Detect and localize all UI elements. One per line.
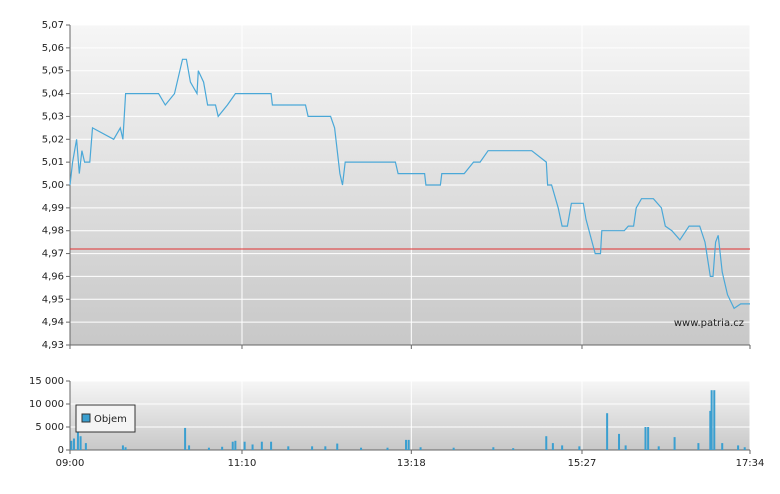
volume-bar <box>743 447 746 450</box>
x-tick-label: 09:00 <box>56 458 85 469</box>
x-tick-label: 15:27 <box>568 458 597 469</box>
legend-label: Objem <box>94 414 127 425</box>
y-tick-label: 5,06 <box>42 43 64 54</box>
volume-bar <box>545 436 548 450</box>
y-tick-label: 10 000 <box>29 399 64 410</box>
volume-bar <box>710 390 713 450</box>
x-tick-label: 17:34 <box>736 458 765 469</box>
y-tick-label: 4,97 <box>42 249 64 260</box>
volume-bar <box>221 446 224 450</box>
y-tick-label: 4,98 <box>42 226 64 237</box>
volume-bar <box>721 443 724 450</box>
volume-bar <box>578 446 581 450</box>
volume-bar <box>606 413 609 450</box>
y-tick-label: 4,96 <box>42 271 64 282</box>
volume-bar <box>231 441 234 450</box>
y-tick-label: 4,95 <box>42 294 64 305</box>
volume-bar <box>260 441 263 450</box>
volume-bar <box>713 390 716 450</box>
volume-bar <box>624 445 627 450</box>
volume-bar <box>407 439 410 450</box>
volume-bar <box>270 441 273 450</box>
volume-bar <box>419 447 422 450</box>
y-tick-label: 4,93 <box>42 340 64 351</box>
volume-bar <box>709 410 712 450</box>
volume-bar <box>121 445 124 450</box>
volume-bar <box>492 447 495 450</box>
volume-bar <box>386 447 389 450</box>
y-tick-label: 5,07 <box>42 20 64 31</box>
volume-bar <box>207 447 210 450</box>
legend-swatch <box>81 413 91 423</box>
y-tick-label: 5,05 <box>42 66 64 77</box>
volume-bar <box>124 447 127 450</box>
legend: Objem <box>75 404 136 433</box>
y-tick-label: 5,03 <box>42 111 64 122</box>
volume-bar <box>647 427 650 450</box>
price-line <box>69 58 750 310</box>
y-tick-label: 15 000 <box>29 376 64 387</box>
x-tick-label: 13:18 <box>397 458 426 469</box>
volume-bar <box>243 441 246 450</box>
volume-bar <box>184 427 187 450</box>
volume-bar <box>234 440 237 450</box>
y-tick-label: 5,04 <box>42 89 64 100</box>
volume-bar <box>697 443 700 450</box>
y-tick-label: 5,00 <box>42 180 64 191</box>
y-tick-label: 5,01 <box>42 157 64 168</box>
y-tick-label: 4,94 <box>42 317 64 328</box>
volume-bar <box>287 446 290 450</box>
volume-bar <box>405 439 408 450</box>
y-tick-label: 5,02 <box>42 134 64 145</box>
volume-bar <box>70 440 73 450</box>
volume-bar <box>618 433 621 450</box>
y-tick-label: 5 000 <box>35 422 64 433</box>
volume-bar <box>737 445 740 450</box>
volume-bar <box>251 444 254 450</box>
volume-bar <box>84 443 87 450</box>
volume-bar <box>360 447 363 450</box>
volume-bar <box>188 445 191 450</box>
y-tick-label: 0 <box>58 445 64 456</box>
volume-bar <box>324 446 327 450</box>
volume-bar <box>452 447 455 450</box>
volume-bar <box>79 436 82 450</box>
volume-bar <box>512 448 515 450</box>
x-tick-label: 11:10 <box>228 458 257 469</box>
volume-bar <box>644 427 647 450</box>
volume-bar <box>311 446 314 450</box>
volume-bar <box>336 443 339 450</box>
volume-panel <box>70 381 750 450</box>
watermark: www.patria.cz <box>674 318 744 329</box>
y-tick-label: 4,99 <box>42 203 64 214</box>
volume-bar <box>561 445 564 450</box>
volume-bar <box>551 443 554 450</box>
volume-bar <box>673 437 676 450</box>
volume-bar <box>72 438 75 450</box>
volume-bar <box>657 446 660 450</box>
